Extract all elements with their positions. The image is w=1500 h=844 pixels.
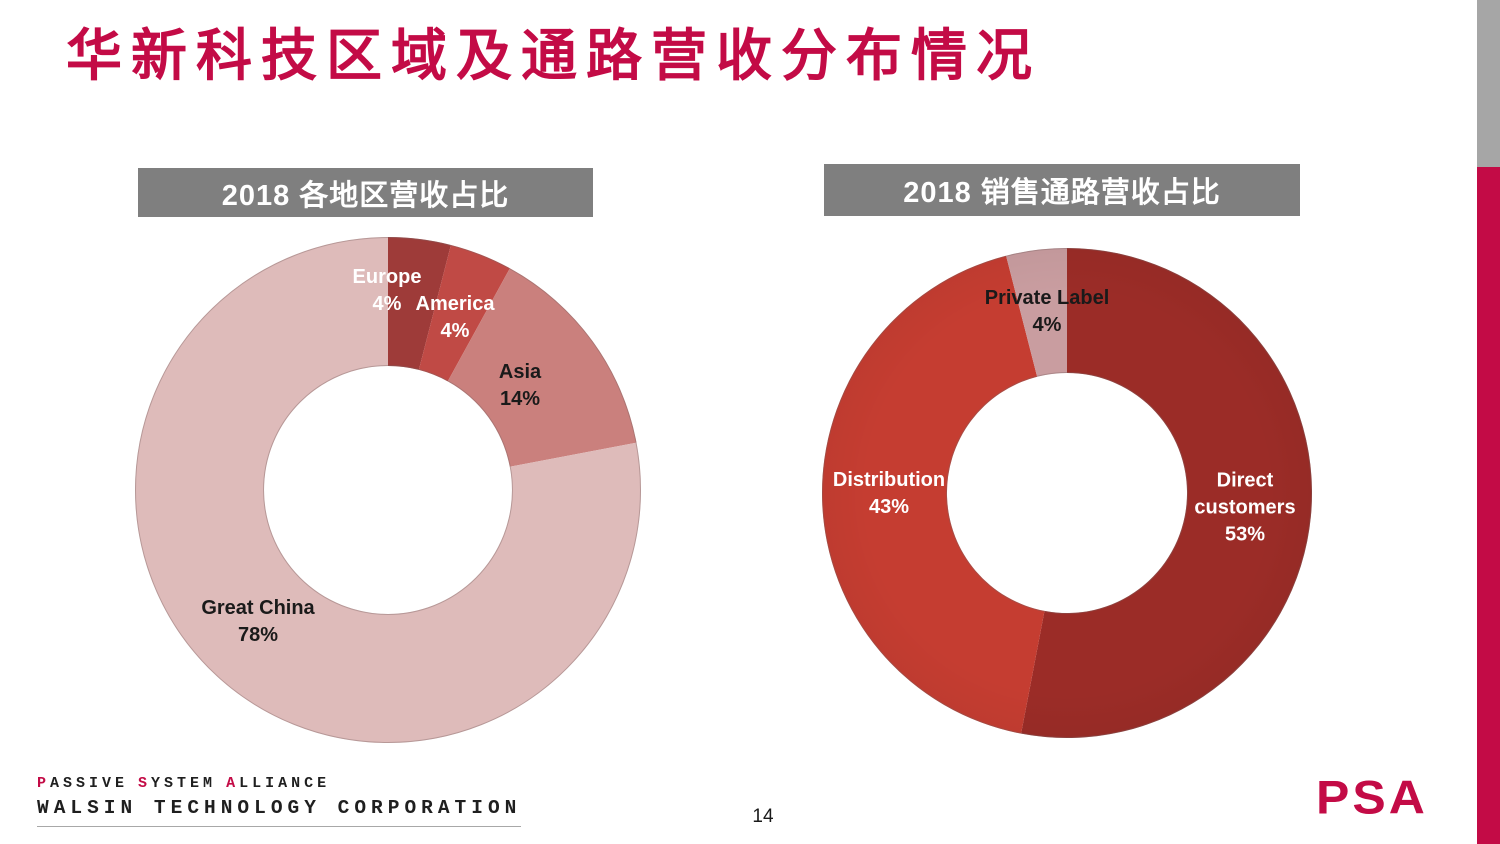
slice-label-name: Private Label	[984, 287, 1110, 309]
slice-label-value: 4%	[440, 320, 470, 342]
slice-label-great-china: Great China 78%	[201, 595, 314, 649]
donut-svg	[135, 237, 641, 743]
donut-slice-asia	[447, 268, 637, 467]
logo-word: ASSIVE	[50, 775, 129, 792]
donut-inner-ring	[945, 371, 1189, 615]
slice-label-direct-customers: Direct customers 53%	[1179, 468, 1311, 549]
slice-label-value: 78%	[237, 624, 279, 646]
donut-slice-europe	[388, 237, 451, 370]
slice-label-america: America 4%	[416, 291, 495, 345]
logo-line-psa-alliance: PASSIVE SYSTEM ALLIANCE	[37, 773, 521, 795]
slice-label-distribution: Distribution 43%	[833, 467, 945, 521]
slice-label-name: Direct customers	[1194, 469, 1296, 519]
page-number: 14	[752, 806, 774, 827]
donut-slice-distribution	[822, 255, 1045, 734]
company-logo-text: PASSIVE SYSTEM ALLIANCE WALSIN TECHNOLOGY …	[37, 773, 522, 827]
right-chart-header: 2018 销售通路营收占比	[824, 164, 1300, 216]
slice-label-asia: Asia 14%	[499, 359, 541, 413]
channel-donut-chart: Private Label 4% Direct customers 53% Di…	[822, 248, 1312, 738]
slice-label-name: Europe	[352, 266, 422, 288]
slice-label-value: 53%	[1224, 523, 1266, 546]
logo-initial: P	[37, 775, 51, 792]
slice-label-europe: Europe 4%	[353, 264, 422, 318]
region-donut-chart: Europe 4% America 4% Asia 14% Great Chin…	[135, 237, 641, 743]
logo-initial: A	[226, 775, 240, 792]
left-chart-header: 2018 各地区营收占比	[138, 168, 593, 217]
slice-label-value: 43%	[868, 496, 910, 518]
logo-word: LLIANCE	[239, 775, 331, 792]
slice-label-name: America	[415, 293, 495, 315]
sidebar-accent-top-gray	[1477, 0, 1500, 167]
donut-slice-great-china	[135, 237, 641, 743]
sidebar-accent-bar-red	[1477, 167, 1500, 844]
donut-outer-ring	[135, 237, 641, 743]
donut-inner-ring	[263, 365, 513, 615]
donut-slice-direct-customers	[1021, 248, 1312, 738]
donut-outer-ring	[822, 248, 1312, 738]
left-chart-header-label: 2018 各地区营收占比	[221, 179, 510, 212]
slice-label-value: 4%	[1032, 314, 1062, 336]
logo-word: YSTEM	[151, 775, 217, 792]
slice-label-name: Great China	[201, 597, 315, 619]
donut-slice-private-label	[1006, 248, 1067, 377]
donut-svg	[822, 248, 1312, 738]
slice-label-name: Distribution	[832, 469, 946, 491]
logo-initial: S	[138, 775, 152, 792]
logo-line-walsin: WALSIN TECHNOLOGY CORPORATION	[37, 797, 522, 819]
slice-label-value: 4%	[372, 293, 402, 315]
slice-label-private-label: Private Label 4%	[985, 285, 1110, 339]
psa-logo: PSA	[1316, 770, 1428, 825]
slice-label-name: Asia	[498, 361, 542, 383]
slice-label-value: 14%	[499, 388, 541, 410]
donut-slice-america	[418, 244, 510, 382]
right-chart-header-label: 2018 销售通路营收占比	[903, 177, 1221, 209]
slide-title: 华新科技区域及通路营收分布情况	[66, 24, 1041, 87]
